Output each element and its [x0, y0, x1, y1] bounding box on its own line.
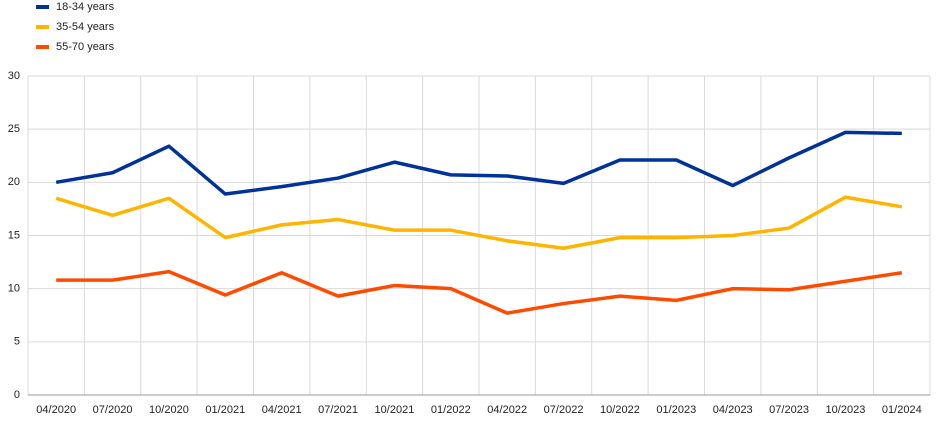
y-tick-label: 10: [8, 283, 20, 295]
x-tick-label: 07/2021: [318, 404, 358, 416]
x-tick-label: 04/2022: [487, 404, 527, 416]
y-tick-label: 20: [8, 176, 20, 188]
x-tick-label: 10/2023: [826, 404, 866, 416]
x-tick-label: 01/2021: [205, 404, 245, 416]
x-tick-label: 01/2022: [431, 404, 471, 416]
y-tick-label: 30: [8, 70, 20, 82]
x-tick-label: 04/2023: [713, 404, 753, 416]
x-tick-label: 07/2023: [769, 404, 809, 416]
series-line: [55, 130, 902, 196]
x-tick-label: 04/2021: [262, 404, 302, 416]
y-tick-label: 15: [8, 229, 20, 241]
y-tick-label: 25: [8, 123, 20, 135]
x-tick-label: 10/2021: [375, 404, 415, 416]
series-line: [55, 195, 903, 251]
x-tick-label: 04/2020: [36, 404, 76, 416]
y-tick-label: 0: [14, 389, 20, 401]
x-tick-label: 10/2022: [600, 404, 640, 416]
legend-label: 18-34 years: [56, 1, 115, 13]
x-tick-label: 01/2023: [656, 404, 696, 416]
x-tick-label: 07/2022: [544, 404, 584, 416]
y-tick-label: 5: [14, 336, 20, 348]
x-tick-label: 07/2020: [93, 404, 133, 416]
legend-label: 55-70 years: [56, 41, 115, 53]
legend-label: 35-54 years: [56, 21, 115, 33]
series-line: [56, 269, 903, 315]
x-tick-label: 01/2024: [882, 404, 922, 416]
x-tick-label: 10/2020: [149, 404, 189, 416]
